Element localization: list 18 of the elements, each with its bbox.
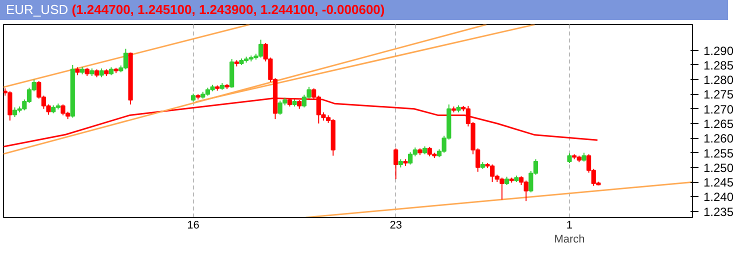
y-tick-label: 1.280 [704, 73, 734, 88]
y-tick-label: 1.275 [704, 88, 734, 102]
y-tick-label: 1.290 [704, 44, 734, 58]
x-tick-label: 23 [390, 220, 402, 232]
y-tick-label: 1.270 [704, 102, 734, 116]
y-tick-label: 1.235 [704, 204, 734, 219]
y-tick-label: 1.265 [704, 116, 734, 131]
y-tick-label: 1.245 [704, 176, 734, 190]
x-tick-label: 1 [566, 220, 573, 232]
y-tick-label: 1.285 [704, 58, 734, 72]
y-tick-label: 1.255 [704, 146, 734, 160]
text: March [554, 234, 585, 246]
y-tick-label: 1.250 [704, 160, 734, 175]
y-tick-label: 1.260 [704, 132, 734, 146]
chart-subtitle: (1.244700, 1.245100, 1.243900, 1.244100, -0.000600) [72, 2, 385, 17]
x-tick-label: 16 [187, 220, 200, 232]
chart-title: EUR_USD [6, 2, 68, 17]
y-tick-label: 1.240 [704, 190, 734, 204]
